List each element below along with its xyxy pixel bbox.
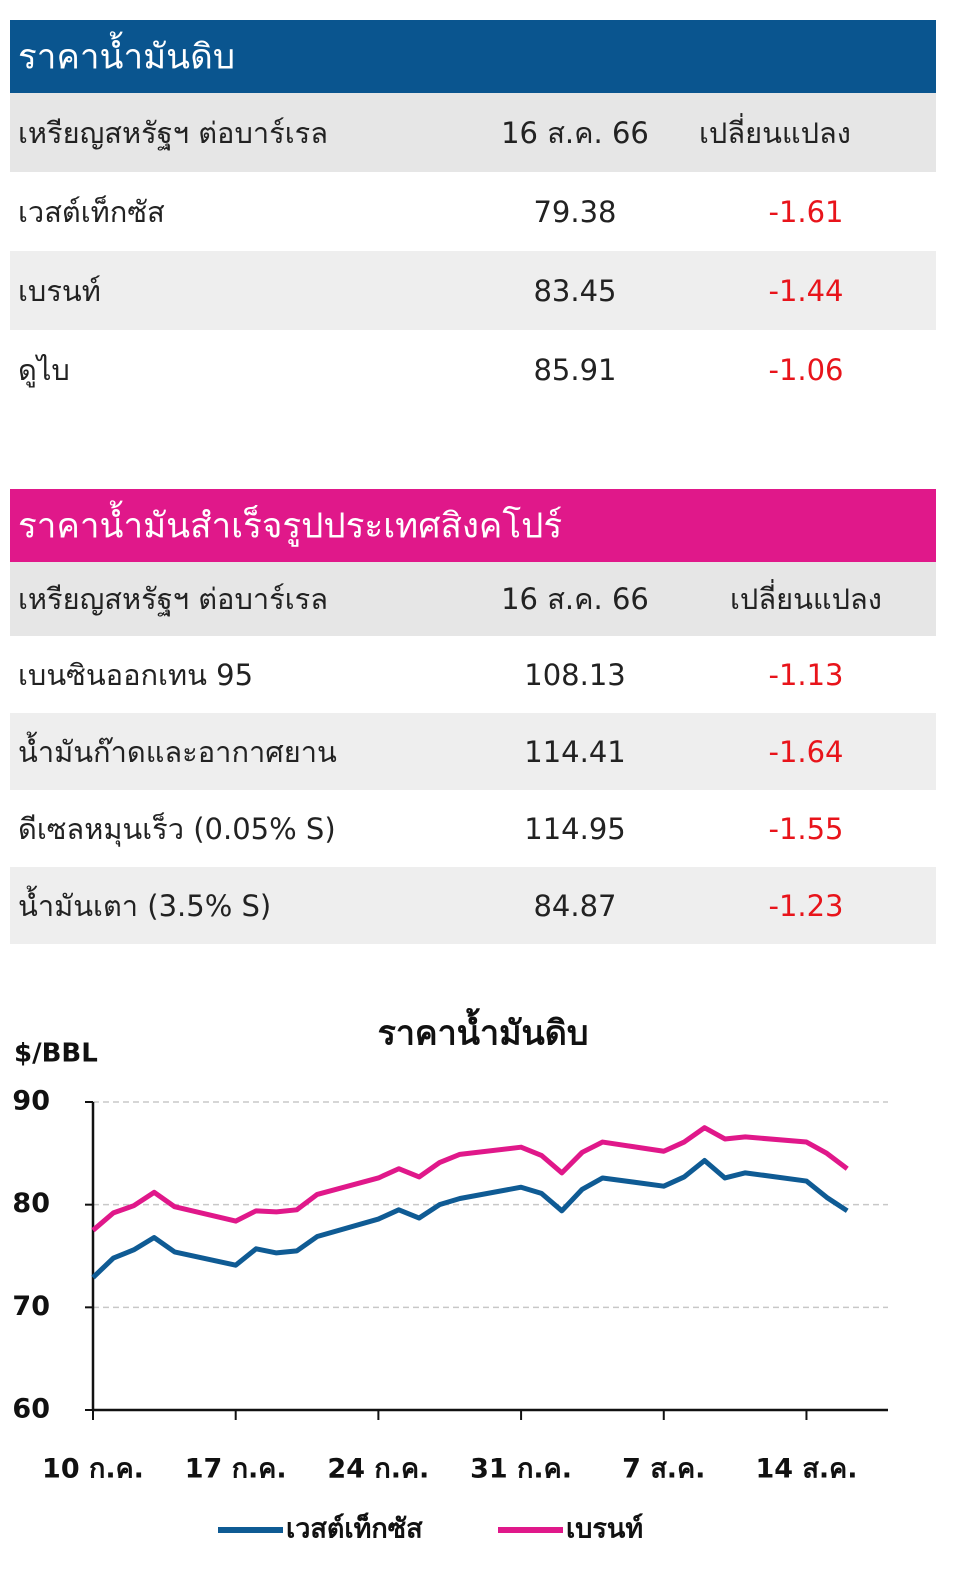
y-tick-label: 60 xyxy=(12,1394,50,1425)
legend-label: เบรนท์ xyxy=(566,1513,643,1545)
table-title-bar xyxy=(10,20,936,93)
table-cell: -1.61 xyxy=(768,194,844,229)
table-header-cell: เหรียญสหรัฐฯ ต่อบาร์เรล xyxy=(18,115,328,150)
table-header-cell: เปลี่ยนแปลง xyxy=(730,582,882,616)
row-bg xyxy=(10,251,936,330)
table-header-cell: 16 ส.ค. 66 xyxy=(501,115,649,150)
table-cell: ดูไบ xyxy=(18,352,70,387)
row-bg xyxy=(10,867,936,944)
row-bg xyxy=(10,713,936,790)
table-cell: น้ำมันเตา (3.5% S) xyxy=(18,888,272,923)
legend-label: เวสต์เท็กซัส xyxy=(286,1511,423,1545)
table-cell: -1.06 xyxy=(768,352,844,387)
series-line xyxy=(91,1158,849,1280)
x-tick-label: 31 ก.ค. xyxy=(470,1454,572,1485)
table-title-bar xyxy=(10,489,936,562)
table-cell: เบรนท์ xyxy=(18,273,101,308)
x-tick-label: 7 ส.ค. xyxy=(622,1454,705,1485)
table-cell: 83.45 xyxy=(533,273,617,308)
table-header-cell: เปลี่ยนแปลง xyxy=(699,115,851,150)
y-axis-label: $/BBL xyxy=(14,1039,98,1069)
table-cell: 114.41 xyxy=(524,734,626,769)
table-cell: ดีเซลหมุนเร็ว (0.05% S) xyxy=(18,811,336,846)
table-cell: -1.64 xyxy=(768,734,844,769)
table-header-cell: 16 ส.ค. 66 xyxy=(501,582,649,616)
x-tick-label: 14 ส.ค. xyxy=(755,1454,857,1485)
table-cell: 79.38 xyxy=(533,194,617,229)
table-header-cell: เหรียญสหรัฐฯ ต่อบาร์เรล xyxy=(18,582,328,616)
table-cell: เวสต์เท็กซัส xyxy=(18,194,165,229)
x-tick-label: 17 ก.ค. xyxy=(185,1454,287,1485)
chart-title: ราคาน้ำมันดิบ xyxy=(378,1008,589,1054)
y-tick-label: 70 xyxy=(12,1291,50,1322)
y-tick-label: 90 xyxy=(12,1086,50,1117)
table-cell: -1.44 xyxy=(768,273,844,308)
series-line xyxy=(91,1125,849,1233)
x-tick-label: 10 ก.ค. xyxy=(42,1454,144,1485)
table-cell: -1.23 xyxy=(768,888,844,923)
table-header-bg xyxy=(10,93,936,172)
table-title: ราคาน้ำมันดิบ xyxy=(18,37,236,77)
table-cell: น้ำมันก๊าดและอากาศยาน xyxy=(18,734,337,769)
table-cell: 114.95 xyxy=(524,811,626,846)
table-cell: -1.55 xyxy=(768,811,844,846)
table-cell: 108.13 xyxy=(524,657,626,692)
table-header-bg xyxy=(10,562,936,636)
table-cell: เบนซินออกเทน 95 xyxy=(18,657,254,692)
table-cell: 85.91 xyxy=(533,352,617,387)
table-cell: 84.87 xyxy=(533,888,617,923)
x-tick-label: 24 ก.ค. xyxy=(327,1454,429,1485)
y-tick-label: 80 xyxy=(12,1188,50,1219)
table-cell: -1.13 xyxy=(768,657,844,692)
table-title: ราคาน้ำมันสำเร็จรูปประเทศสิงคโปร์ xyxy=(18,506,563,546)
